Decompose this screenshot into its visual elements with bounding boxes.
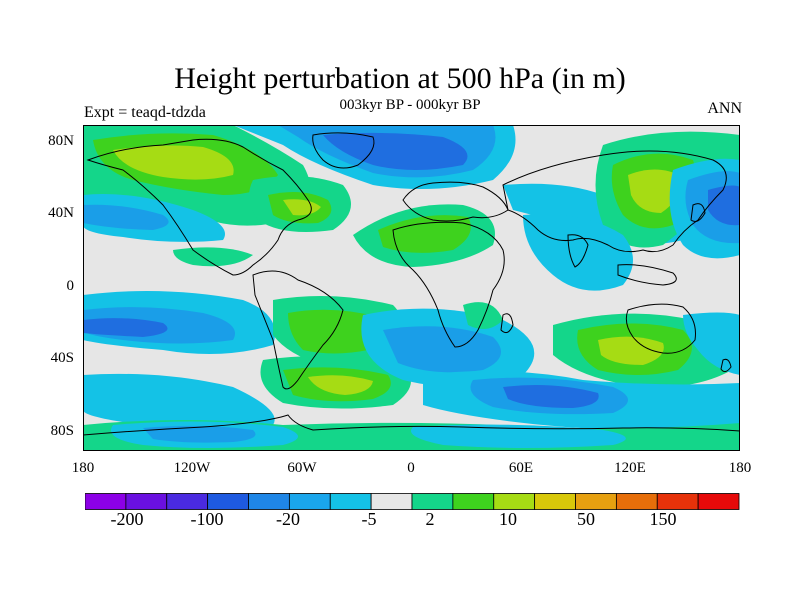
colorbar-label: -20 — [276, 509, 300, 529]
colorbar-swatch — [288, 493, 331, 510]
experiment-label: Expt = teaqd-tdzda — [84, 104, 206, 121]
contour-region — [378, 215, 471, 253]
map-panel — [83, 125, 740, 451]
colorbar-swatch — [85, 493, 127, 510]
y-tick-label: 40S — [50, 350, 74, 366]
coastline-new-zealand — [720, 358, 732, 373]
contour-region — [383, 326, 501, 373]
colorbar-label: -200 — [110, 509, 144, 529]
y-tick-label: 0 — [66, 278, 75, 294]
colorbar-swatch — [248, 493, 290, 510]
x-tick-label: 120E — [614, 460, 646, 476]
colorbar-swatch — [370, 493, 413, 510]
period-label: 003kyr BP - 000kyr BP — [339, 97, 481, 113]
coastline-africa — [392, 221, 505, 348]
contour-region — [308, 375, 373, 395]
contour-region — [598, 336, 664, 365]
coastline-japan — [690, 203, 706, 222]
colorbar-swatch — [207, 493, 249, 510]
x-tick-label: 180 — [728, 460, 752, 476]
y-tick-label: 80S — [50, 423, 74, 439]
contour-region — [708, 185, 740, 226]
contour-region — [628, 169, 683, 213]
coastline-asia — [502, 150, 727, 253]
colorbar — [85, 493, 740, 510]
coastline-antarctica — [83, 414, 740, 436]
coastlines — [83, 132, 740, 436]
colorbar-label: 2 — [425, 509, 435, 529]
coastline-north-america — [86, 138, 312, 276]
colorbar-swatch — [125, 493, 168, 510]
contour-region — [463, 302, 503, 329]
contour-region — [83, 373, 275, 430]
colorbar-swatch — [493, 493, 536, 510]
map-frame — [83, 125, 740, 451]
colorbar-label: 10 — [499, 509, 517, 529]
plot-title: Height perturbation at 500 hPa (in m) — [174, 62, 626, 95]
colorbar-label: -100 — [190, 509, 224, 529]
coastline-south-america — [252, 270, 344, 390]
x-tick-label: 180 — [71, 460, 95, 476]
contour-region — [323, 132, 468, 170]
season-label: ANN — [707, 100, 742, 117]
colorbar-swatch — [534, 493, 576, 510]
colorbar-swatch — [166, 493, 209, 510]
colorbar-label: 50 — [577, 509, 595, 529]
contour-region — [283, 199, 321, 216]
colorbar-swatch — [656, 493, 699, 510]
coastline-india — [567, 234, 589, 268]
contour-map — [83, 125, 740, 451]
x-tick-label: 0 — [407, 460, 415, 476]
coastline-australia — [625, 303, 696, 354]
colorbar-swatch — [615, 493, 658, 510]
contour-region — [288, 309, 382, 354]
coastline-greenland — [312, 132, 375, 169]
x-tick-label: 60E — [508, 460, 534, 476]
colorbar-swatch — [575, 493, 617, 510]
x-tick-label: 60W — [287, 460, 317, 476]
contour-region — [83, 318, 168, 337]
contour-region — [83, 204, 169, 230]
coastline-indonesia — [617, 264, 677, 286]
colorbar-label: -5 — [361, 509, 377, 529]
colorbar-swatch — [697, 493, 740, 510]
colorbar-swatch — [411, 493, 454, 510]
colorbar-swatch — [329, 493, 372, 510]
colorbar-swatch — [452, 493, 495, 510]
contour-region — [113, 145, 234, 180]
y-tick-label: 80N — [48, 133, 74, 149]
contour-region — [523, 214, 633, 291]
contour-region — [173, 247, 253, 267]
coastline-madagascar — [500, 313, 514, 334]
x-tick-label: 120W — [173, 460, 211, 476]
contour-region — [143, 425, 256, 443]
colorbar-label: 150 — [649, 509, 677, 529]
y-tick-label: 40N — [48, 205, 74, 221]
contour-region — [503, 385, 599, 408]
contour-region — [411, 424, 626, 448]
